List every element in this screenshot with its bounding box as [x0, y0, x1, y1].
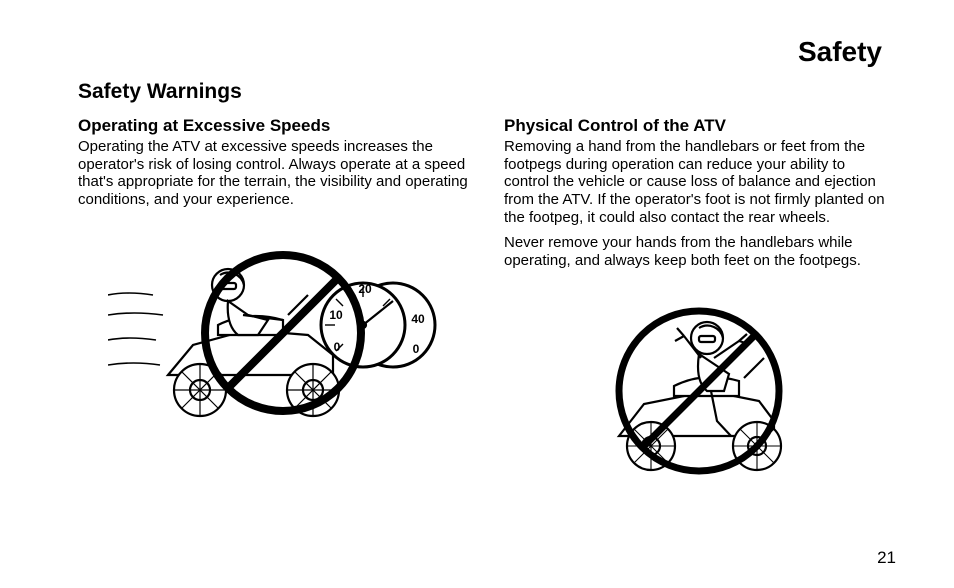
- speedo-0b: 0: [413, 342, 420, 356]
- right-paragraph-1: Removing a hand from the handlebars or f…: [504, 138, 894, 226]
- left-paragraph-1: Operating the ATV at excessive speeds in…: [78, 138, 468, 209]
- right-heading: Physical Control of the ATV: [504, 116, 894, 136]
- section-title: Safety Warnings: [78, 80, 894, 104]
- page-number: 21: [877, 548, 896, 568]
- figure-excessive-speed: 20 10 0 40 0: [78, 225, 468, 435]
- speedo-20: 20: [358, 282, 372, 296]
- right-column: Physical Control of the ATV Removing a h…: [504, 112, 894, 486]
- running-head: Safety: [798, 36, 882, 68]
- prohibit-hands-off-icon: [589, 286, 809, 486]
- two-column-layout: Operating at Excessive Speeds Operating …: [78, 112, 894, 486]
- speedo-10: 10: [329, 308, 343, 322]
- page: Safety Safety Warnings Operating at Exce…: [0, 0, 954, 588]
- speedo-0: 0: [334, 340, 341, 354]
- left-column: Operating at Excessive Speeds Operating …: [78, 112, 468, 486]
- figure-physical-control: [504, 286, 894, 486]
- left-heading: Operating at Excessive Speeds: [78, 116, 468, 136]
- prohibit-speed-icon: 20 10 0 40 0: [108, 225, 438, 435]
- right-paragraph-2: Never remove your hands from the handleb…: [504, 234, 894, 269]
- speedo-40: 40: [411, 312, 425, 326]
